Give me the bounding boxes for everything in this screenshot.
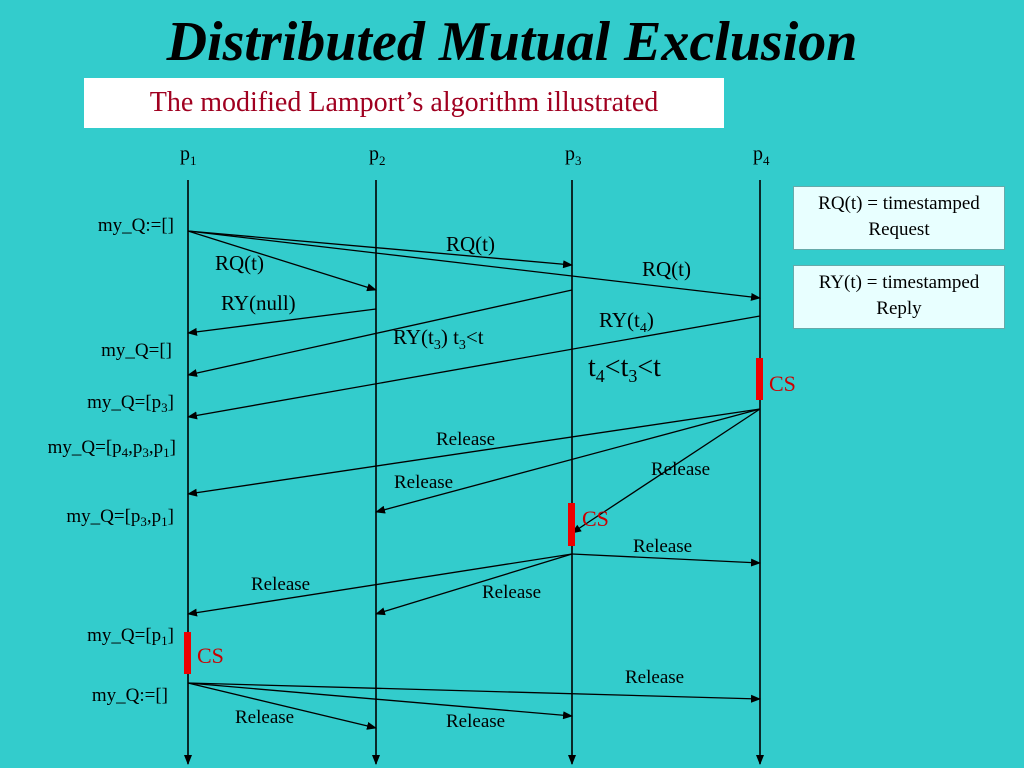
- label-rq-p2: RQ(t): [215, 251, 264, 275]
- queue-state-6: my_Q=[p1]: [87, 625, 174, 648]
- label-release-p1-p2: Release: [235, 707, 294, 728]
- msg-release-p4-p1: [187, 408, 761, 497]
- msg-release-p3-p4: [571, 553, 761, 567]
- page-title: Distributed Mutual Exclusion: [166, 11, 858, 73]
- msg-release-p1-p4: [187, 682, 761, 703]
- label-release-p3-p1: Release: [251, 574, 310, 595]
- cs-bar-p4: [756, 358, 763, 400]
- msg-release-p4-p2: [375, 408, 761, 514]
- label-release-p3-p2: Release: [482, 582, 541, 603]
- process-label-p2: p2: [369, 143, 386, 168]
- label-rq-p3: RQ(t): [446, 232, 495, 256]
- queue-state-2: my_Q=[]: [101, 340, 172, 361]
- queue-state-4: my_Q=[p4,p3,p1]: [48, 437, 176, 460]
- label-release-p1-p3: Release: [446, 711, 505, 732]
- msg-ry-t4: [187, 315, 761, 420]
- label-rq-p4: RQ(t): [642, 257, 691, 281]
- label-release-p3-p4: Release: [633, 536, 692, 557]
- msg-ry-null: [187, 308, 377, 336]
- label-release-p1-p4: Release: [625, 667, 684, 688]
- queue-state-5: my_Q=[p3,p1]: [66, 506, 174, 529]
- legend-ry-box: RY(t) = timestamped Reply: [793, 265, 1005, 329]
- msg-ry-t3: [187, 289, 573, 377]
- label-ry-t4: RY(t4): [599, 308, 654, 336]
- msg-rq-p1-p2: [187, 230, 377, 292]
- label-ry-null: RY(null): [221, 291, 296, 315]
- legend-ry-line2: Reply: [876, 298, 922, 319]
- legend-rq-line2: Request: [868, 219, 930, 240]
- process-label-p3: p3: [565, 143, 582, 168]
- msg-release-p1-p2: [187, 682, 377, 730]
- queue-state-3: my_Q=[p3]: [87, 392, 174, 415]
- msg-rq-p1-p4: [187, 230, 761, 301]
- cs-label-p3: CS: [582, 506, 609, 531]
- cs-label-p1: CS: [197, 643, 224, 668]
- queue-state-1: my_Q:=[]: [98, 215, 174, 236]
- msg-release-p4-p3: [571, 408, 761, 534]
- msg-release-p3-p2: [375, 553, 573, 616]
- label-release-p4-p2: Release: [394, 472, 453, 493]
- condition-label: t4<t3<t: [588, 352, 661, 386]
- legend-ry-line1: RY(t) = timestamped: [818, 272, 980, 293]
- msg-rq-p1-p3: [187, 230, 573, 269]
- queue-state-7: my_Q:=[]: [92, 685, 168, 706]
- msg-release-p1-p3: [187, 682, 573, 720]
- cs-label-p4: CS: [769, 371, 796, 396]
- msg-release-p3-p1: [187, 553, 573, 617]
- legend-rq-box: RQ(t) = timestamped Request: [793, 186, 1005, 250]
- label-release-p4-p3: Release: [651, 459, 710, 480]
- subtitle-text: The modified Lamport’s algorithm illustr…: [149, 87, 659, 118]
- legend-rq-line1: RQ(t) = timestamped: [818, 193, 980, 214]
- process-label-p4: p4: [753, 143, 770, 168]
- process-label-p1: p1: [180, 143, 197, 168]
- cs-bar-p3: [568, 503, 575, 546]
- subtitle-box: The modified Lamport’s algorithm illustr…: [84, 78, 724, 128]
- label-ry-t3: RY(t3) t3<t: [393, 325, 484, 353]
- cs-bar-p1: [184, 632, 191, 674]
- label-release-p4-p1: Release: [436, 429, 495, 450]
